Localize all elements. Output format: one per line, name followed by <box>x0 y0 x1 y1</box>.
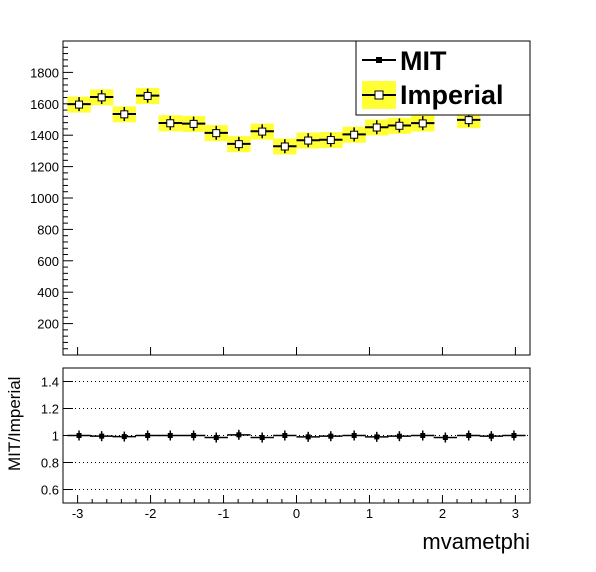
imperial-point <box>326 136 335 145</box>
legend-imperial-symbol <box>362 81 396 109</box>
ratio-point <box>145 433 151 438</box>
main-y-tick-label: 600 <box>37 254 59 269</box>
ratio-x-tick-label: 1 <box>366 506 373 521</box>
imperial-point <box>258 127 267 136</box>
main-y-tick-label: 800 <box>37 222 59 237</box>
ratio-point <box>167 433 173 438</box>
ratio-point <box>488 433 494 439</box>
legend-mit-label: MIT <box>400 46 447 76</box>
ratio-x-tick-label: -1 <box>218 506 230 521</box>
ratio-x-tick-label: 0 <box>293 506 300 521</box>
ratio-x-tick-label: -3 <box>72 506 84 521</box>
legend-imperial-label: Imperial <box>400 80 504 110</box>
ratio-y-tick-label: 1.4 <box>41 375 59 390</box>
imperial-point <box>350 130 359 139</box>
x-axis-title: mvametphi <box>422 529 530 554</box>
imperial-point <box>166 119 175 128</box>
ratio-point <box>121 434 127 440</box>
ratio-point <box>374 434 380 440</box>
ratio-point <box>351 433 357 438</box>
main-y-tick-label: 400 <box>37 285 59 300</box>
ratio-x-tick-label: 3 <box>512 506 519 521</box>
ratio-plot-area: 0.6 0.8 1 1.2 1.4 -3 -2 -1 0 1 2 3 <box>41 375 531 521</box>
imperial-point <box>234 140 243 149</box>
ratio-point <box>191 433 197 438</box>
main-y-tick-label: 1800 <box>30 65 59 80</box>
imperial-point <box>143 91 152 100</box>
imperial-point <box>372 123 381 132</box>
ratio-x-tick-label: -2 <box>145 506 157 521</box>
imperial-point <box>464 116 473 125</box>
main-y-tick-label: 1200 <box>30 160 59 175</box>
ratio-point <box>236 432 242 438</box>
legend: MIT Imperial <box>355 40 531 116</box>
ratio-point <box>442 435 448 441</box>
ratio-point <box>466 433 472 438</box>
ratio-point <box>99 433 105 439</box>
ratio-y-tick-label: 0.6 <box>41 483 59 498</box>
ratio-point <box>213 435 219 441</box>
ratio-point <box>259 435 265 441</box>
main-y-tick-label: 1000 <box>30 191 59 206</box>
ratio-point <box>305 434 311 440</box>
main-plot-area: 200 400 600 800 1000 1200 1400 1600 1800 <box>30 46 516 355</box>
imperial-point <box>395 121 404 130</box>
imperial-point <box>120 110 129 119</box>
legend-mit-symbol <box>362 57 396 63</box>
imperial-point <box>189 119 198 128</box>
ratio-point <box>282 433 288 438</box>
main-y-tick-label: 200 <box>37 317 59 332</box>
imperial-point <box>75 100 84 109</box>
ratio-point <box>511 433 517 438</box>
ratio-point <box>420 433 426 438</box>
ratio-x-tick-label: 2 <box>439 506 446 521</box>
ratio-point <box>396 433 402 439</box>
ratio-point <box>76 433 82 438</box>
imperial-point <box>304 136 313 145</box>
imperial-point <box>280 142 289 151</box>
main-y-tick-label: 1400 <box>30 128 59 143</box>
main-y-tick-label: 1600 <box>30 97 59 112</box>
ratio-y-tick-label: 0.8 <box>41 456 59 471</box>
ratio-y-axis-title: MIT/Imperial <box>5 377 24 471</box>
ratio-y-tick-label: 1.2 <box>41 402 59 417</box>
ratio-y-tick-label: 1 <box>52 429 59 444</box>
imperial-point <box>418 119 427 128</box>
ratio-point <box>328 433 334 439</box>
imperial-point <box>212 129 221 138</box>
imperial-point <box>97 93 106 102</box>
